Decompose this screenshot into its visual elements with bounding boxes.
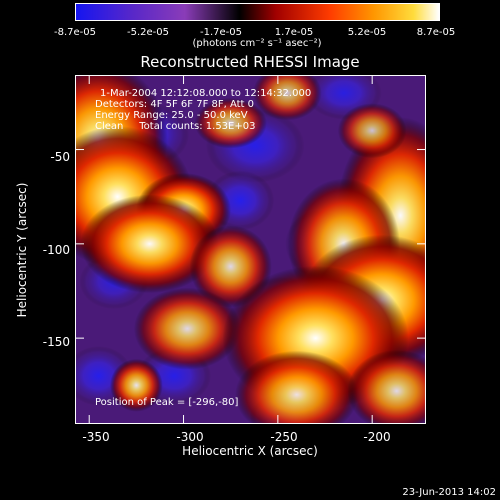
colorbar-tick-label: -5.2e-05: [127, 27, 169, 38]
info-time-range: 1-Mar-2004 12:12:08.000 to 12:14:32.000: [100, 88, 312, 99]
y-tick-label: -100: [42, 243, 70, 257]
emission-source: [252, 76, 322, 121]
x-tick-label: -300: [176, 430, 204, 444]
chart-title: Reconstructed RHESSI Image: [140, 53, 360, 71]
info-counts: Clean Total counts: 1.53E+03: [95, 121, 256, 132]
emission-source: [235, 350, 359, 423]
emission-source: [80, 194, 219, 294]
y-tick-label: -50: [50, 150, 70, 164]
heatmap-plot: [75, 75, 426, 424]
emission-source: [194, 97, 267, 149]
colorbar: [75, 3, 440, 21]
emission-source: [109, 358, 163, 412]
x-tick-label: -200: [363, 430, 391, 444]
x-tick-label: -250: [270, 430, 298, 444]
timestamp: 23-Jun-2013 14:02: [402, 487, 496, 498]
heatmap-image: [76, 76, 425, 423]
emission-source: [347, 349, 425, 423]
peak-position: Position of Peak = [-296,-80]: [95, 397, 239, 408]
colorbar-tick-label: 1.7e-05: [274, 27, 314, 38]
emission-source: [337, 103, 407, 159]
info-detectors: Detectors: 4F 5F 6F 7F 8F, Att 0: [95, 99, 255, 110]
colorbar-tick-label: 5.2e-05: [347, 27, 387, 38]
x-tick-label: -350: [82, 430, 110, 444]
colorbar-tick-label: -1.7e-05: [200, 27, 242, 38]
emission-source: [133, 287, 241, 370]
x-axis-label: Heliocentric X (arcsec): [182, 444, 318, 458]
colorbar-unit: (photons cm⁻² s⁻¹ asec⁻²): [192, 38, 322, 49]
colorbar-tick-label: 8.7e-05: [416, 27, 456, 38]
colorbar-tick-label: -8.7e-05: [54, 27, 96, 38]
y-tick-label: -150: [42, 335, 70, 349]
y-axis-label: Heliocentric Y (arcsec): [15, 182, 29, 318]
info-energy-range: Energy Range: 25.0 - 50.0 keV: [95, 110, 248, 121]
